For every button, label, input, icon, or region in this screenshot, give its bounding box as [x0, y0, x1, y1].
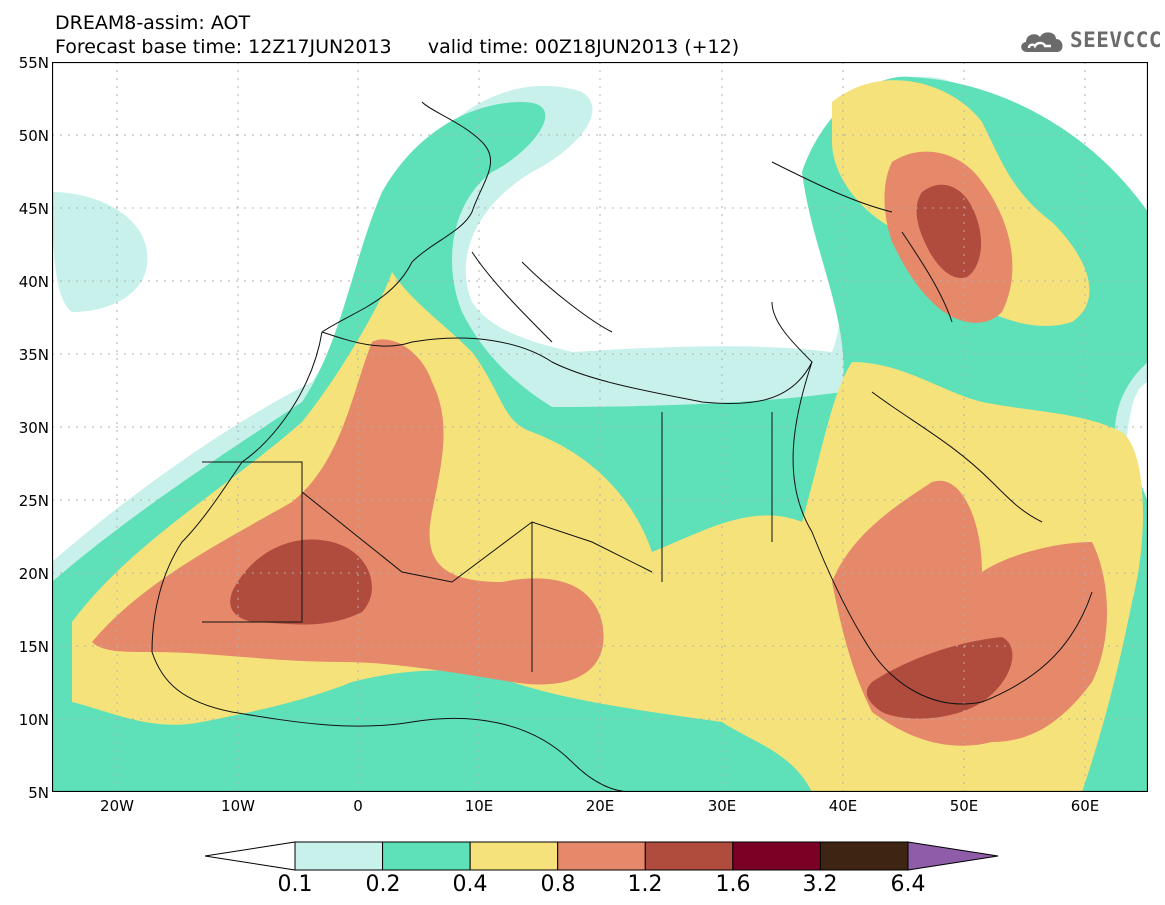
colorbar-swatch: [294, 841, 384, 871]
lon-label-10e: 10E: [464, 797, 494, 815]
lat-label-20n: 20N: [18, 565, 49, 583]
colorbar-swatch: [819, 841, 909, 871]
colorbar-swatch: [732, 841, 821, 871]
colorbar-swatches: [294, 841, 909, 871]
lon-label-60e: 60E: [1070, 797, 1100, 815]
colorbar-label-3.2: 3.2: [802, 872, 838, 897]
graticule: [52, 62, 1148, 792]
lon-label-20e: 20E: [585, 797, 615, 815]
colorbar-swatch: [382, 841, 471, 871]
colorbar-over-arrow: [907, 841, 999, 871]
lat-label-30n: 30N: [18, 419, 49, 437]
lon-label-50e: 50E: [949, 797, 979, 815]
lon-label-20w: 20W: [100, 797, 134, 815]
aot-contours: [52, 62, 1148, 792]
lat-label-50n: 50N: [18, 127, 49, 145]
lat-label-55n: 55N: [18, 54, 49, 72]
aot-map: [52, 62, 1148, 792]
colorbar-label-0.2: 0.2: [365, 872, 401, 897]
cloud-icon: [1021, 32, 1063, 52]
lat-label-40n: 40N: [18, 273, 49, 291]
lat-label-5n: 5N: [28, 784, 49, 802]
colorbar: [205, 841, 999, 871]
lon-label-30e: 30E: [707, 797, 737, 815]
lon-label-10w: 10W: [221, 797, 255, 815]
lat-label-45n: 45N: [18, 200, 49, 218]
lon-label-40e: 40E: [828, 797, 858, 815]
logo-text: SEEVCCC: [1070, 28, 1163, 52]
colorbar-under-arrow: [205, 841, 296, 871]
seevccc-logo: SEEVCCC: [1018, 24, 1162, 58]
colorbar-label-6.4: 6.4: [890, 872, 926, 897]
colorbar-label-0.8: 0.8: [540, 872, 576, 897]
lon-label-0: 0: [353, 797, 363, 815]
lat-label-10n: 10N: [18, 711, 49, 729]
lat-label-15n: 15N: [18, 638, 49, 656]
colorbar-label-1.6: 1.6: [715, 872, 751, 897]
lat-label-25n: 25N: [18, 492, 49, 510]
colorbar-swatch: [557, 841, 646, 871]
lat-label-35n: 35N: [18, 346, 49, 364]
forecast-time-line: Forecast base time: 12Z17JUN2013 valid t…: [55, 36, 740, 58]
colorbar-swatch: [644, 841, 734, 871]
colorbar-label-0.4: 0.4: [452, 872, 488, 897]
chart-title: DREAM8-assim: AOT: [55, 12, 251, 34]
colorbar-label-1.2: 1.2: [627, 872, 663, 897]
coastlines: [151, 101, 1093, 792]
colorbar-swatch: [469, 841, 559, 871]
colorbar-label-0.1: 0.1: [277, 872, 313, 897]
